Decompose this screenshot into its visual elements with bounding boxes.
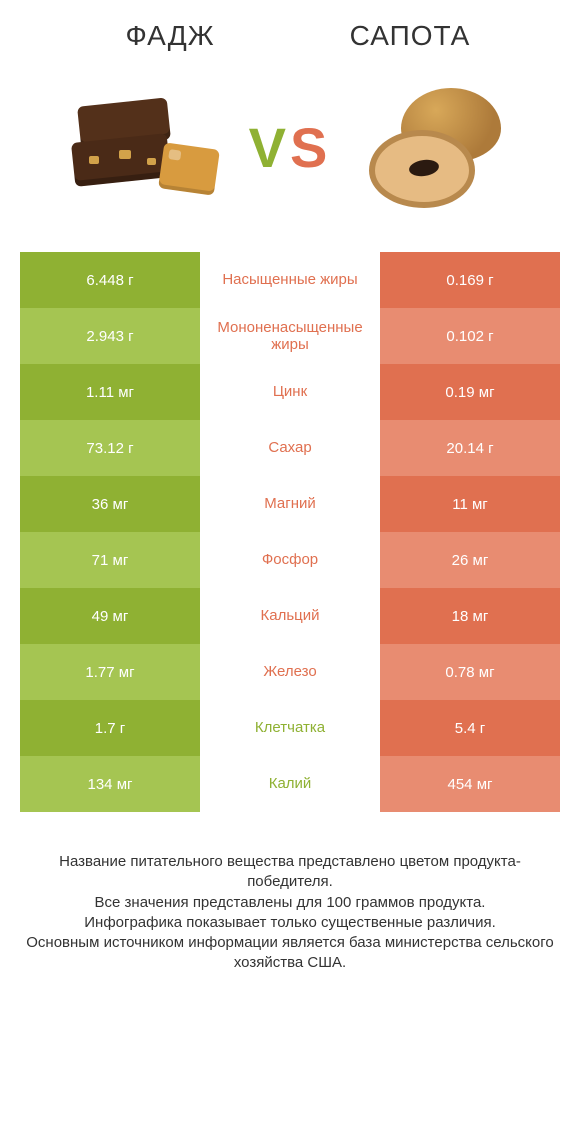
cell-nutrient-label: Сахар (200, 420, 380, 476)
cell-right-value: 26 мг (380, 532, 560, 588)
cell-right-value: 0.169 г (380, 252, 560, 308)
table-row: 1.77 мгЖелезо0.78 мг (20, 644, 560, 700)
cell-left-value: 49 мг (20, 588, 200, 644)
cell-right-value: 5.4 г (380, 700, 560, 756)
cell-left-value: 6.448 г (20, 252, 200, 308)
title-left: ФАДЖ (50, 20, 290, 52)
cell-left-value: 1.11 мг (20, 364, 200, 420)
cell-left-value: 2.943 г (20, 308, 200, 364)
cell-right-value: 0.78 мг (380, 644, 560, 700)
table-row: 1.11 мгЦинк0.19 мг (20, 364, 560, 420)
table-row: 71 мгФосфор26 мг (20, 532, 560, 588)
cell-left-value: 73.12 г (20, 420, 200, 476)
cell-nutrient-label: Железо (200, 644, 380, 700)
title-right: САПОТА (290, 20, 530, 52)
cell-nutrient-label: Фосфор (200, 532, 380, 588)
cell-left-value: 1.77 мг (20, 644, 200, 700)
cell-right-value: 20.14 г (380, 420, 560, 476)
vs-letter-v: V (249, 115, 290, 180)
table-row: 134 мгКалий454 мг (20, 756, 560, 812)
cell-nutrient-label: Мононенасыщенные жиры (200, 308, 380, 364)
cell-nutrient-label: Калий (200, 756, 380, 812)
cell-left-value: 71 мг (20, 532, 200, 588)
cell-right-value: 454 мг (380, 756, 560, 812)
cell-nutrient-label: Магний (200, 476, 380, 532)
cell-right-value: 0.19 мг (380, 364, 560, 420)
table-row: 36 мгМагний11 мг (20, 476, 560, 532)
sapota-illustration (331, 82, 540, 212)
vs-letter-s: S (290, 115, 331, 180)
footer-line: Инфографика показывает только существенн… (20, 913, 560, 933)
cell-right-value: 11 мг (380, 476, 560, 532)
vs-row: VS (0, 52, 580, 252)
table-row: 49 мгКальций18 мг (20, 588, 560, 644)
comparison-table: 6.448 гНасыщенные жиры0.169 г2.943 гМоно… (20, 252, 560, 812)
header-titles: ФАДЖ САПОТА (0, 0, 580, 52)
cell-nutrient-label: Клетчатка (200, 700, 380, 756)
cell-left-value: 36 мг (20, 476, 200, 532)
cell-left-value: 134 мг (20, 756, 200, 812)
table-row: 73.12 гСахар20.14 г (20, 420, 560, 476)
footer-line: Название питательного вещества представл… (20, 852, 560, 893)
cell-right-value: 0.102 г (380, 308, 560, 364)
vs-label: VS (249, 115, 332, 180)
cell-nutrient-label: Цинк (200, 364, 380, 420)
fudge-illustration (40, 92, 249, 202)
table-row: 2.943 гМононенасыщенные жиры0.102 г (20, 308, 560, 364)
cell-left-value: 1.7 г (20, 700, 200, 756)
table-row: 1.7 гКлетчатка5.4 г (20, 700, 560, 756)
cell-nutrient-label: Насыщенные жиры (200, 252, 380, 308)
table-row: 6.448 гНасыщенные жиры0.169 г (20, 252, 560, 308)
footer-notes: Название питательного вещества представл… (20, 852, 560, 974)
footer-line: Все значения представлены для 100 граммо… (20, 893, 560, 913)
footer-line: Основным источником информации является … (20, 933, 560, 974)
cell-nutrient-label: Кальций (200, 588, 380, 644)
cell-right-value: 18 мг (380, 588, 560, 644)
